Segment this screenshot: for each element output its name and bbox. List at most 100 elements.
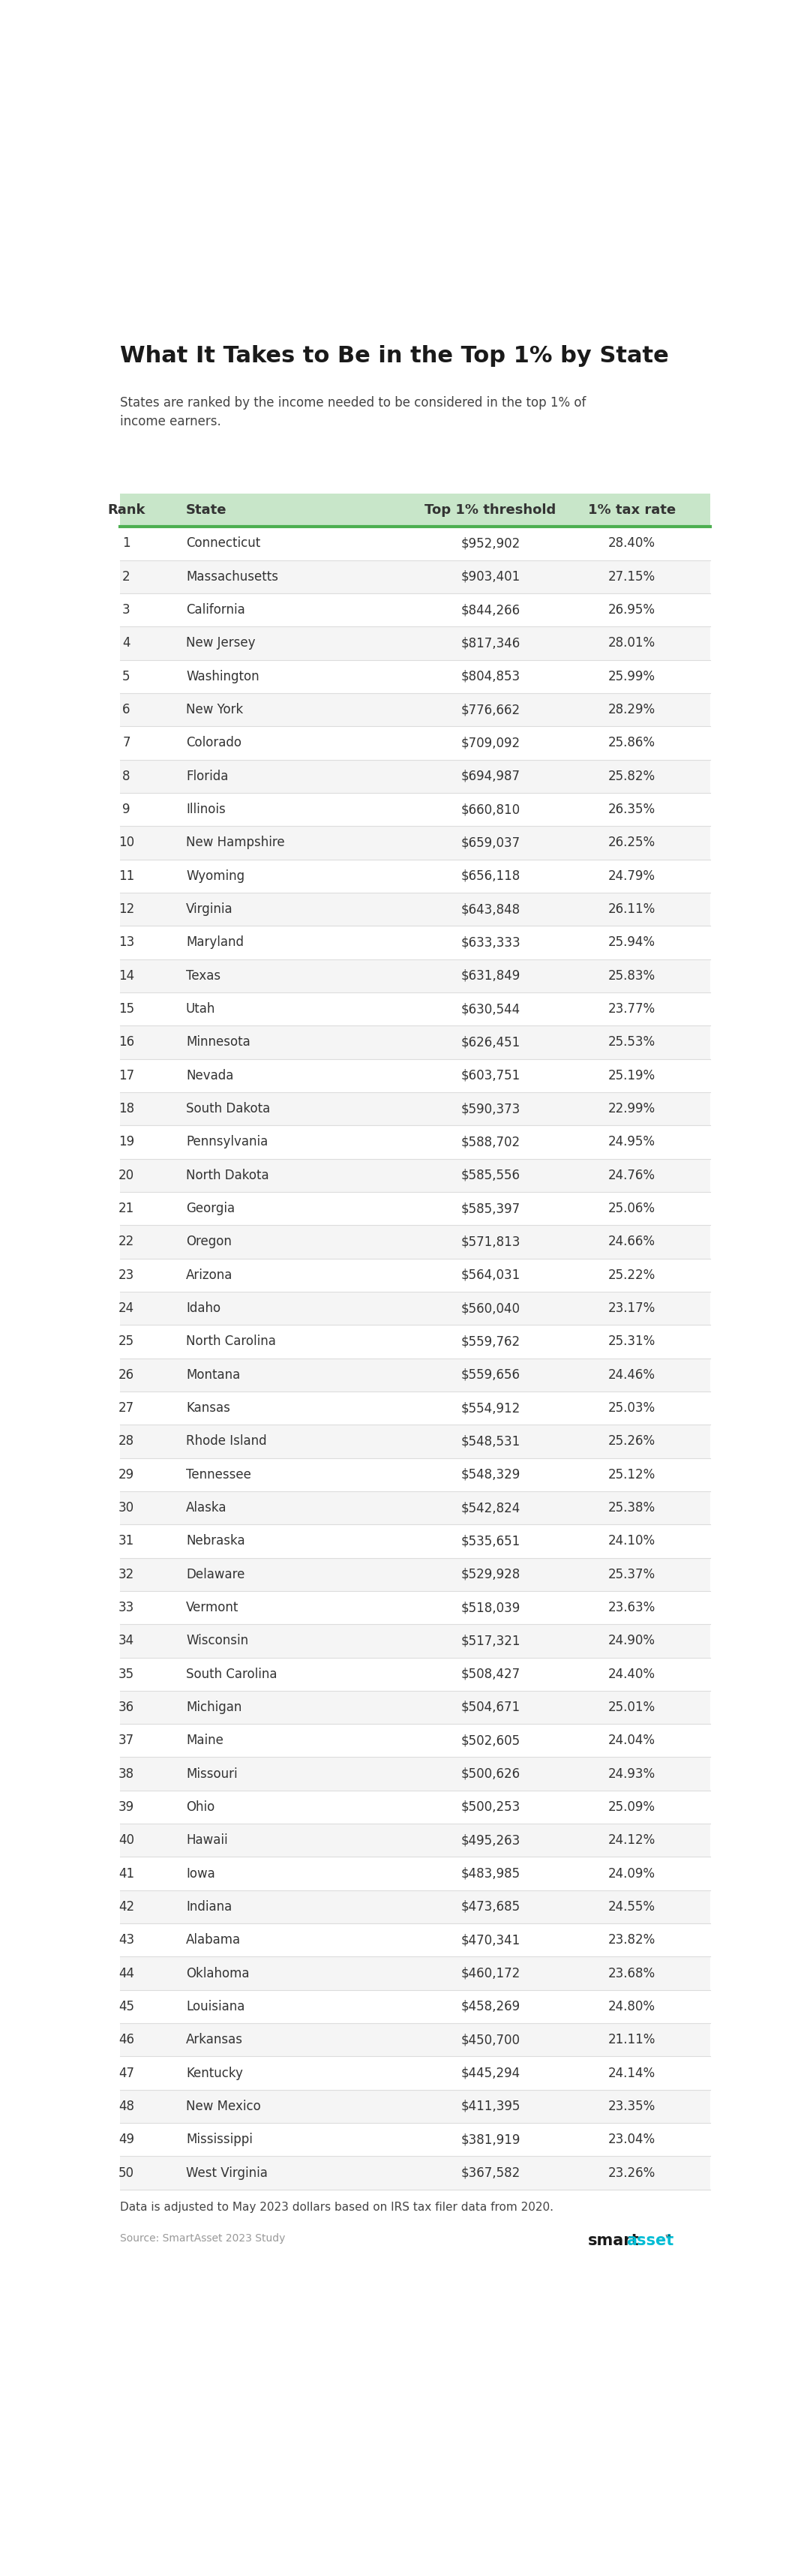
FancyBboxPatch shape <box>120 1059 710 1092</box>
Text: Alaska: Alaska <box>186 1502 227 1515</box>
FancyBboxPatch shape <box>120 1291 710 1324</box>
Text: $643,848: $643,848 <box>461 902 520 917</box>
Text: 39: 39 <box>118 1801 134 1814</box>
Text: 3: 3 <box>122 603 130 616</box>
FancyBboxPatch shape <box>120 1226 710 1260</box>
Text: Washington: Washington <box>186 670 259 683</box>
Text: Kansas: Kansas <box>186 1401 230 1414</box>
Text: 27: 27 <box>118 1401 134 1414</box>
Text: $659,037: $659,037 <box>461 837 520 850</box>
FancyBboxPatch shape <box>120 528 710 559</box>
Text: Nevada: Nevada <box>186 1069 233 1082</box>
Text: $460,172: $460,172 <box>461 1965 520 1981</box>
Text: $660,810: $660,810 <box>461 804 520 817</box>
FancyBboxPatch shape <box>120 1025 710 1059</box>
Text: 22.99%: 22.99% <box>608 1103 655 1115</box>
Text: 20: 20 <box>118 1170 134 1182</box>
FancyBboxPatch shape <box>120 1525 710 1558</box>
Text: ™: ™ <box>664 2233 671 2241</box>
FancyBboxPatch shape <box>120 1891 710 1924</box>
Text: 17: 17 <box>118 1069 134 1082</box>
Text: 25.19%: 25.19% <box>608 1069 655 1082</box>
Text: $903,401: $903,401 <box>461 569 520 585</box>
Text: Utah: Utah <box>186 1002 215 1015</box>
Text: Missouri: Missouri <box>186 1767 237 1780</box>
FancyBboxPatch shape <box>120 726 710 760</box>
Text: 23.77%: 23.77% <box>608 1002 655 1015</box>
Text: Hawaii: Hawaii <box>186 1834 228 1847</box>
Text: $518,039: $518,039 <box>461 1600 520 1615</box>
FancyBboxPatch shape <box>120 626 710 659</box>
FancyBboxPatch shape <box>120 1358 710 1391</box>
Text: Oklahoma: Oklahoma <box>186 1965 249 1981</box>
Text: Rhode Island: Rhode Island <box>186 1435 266 1448</box>
FancyBboxPatch shape <box>120 1592 710 1625</box>
Text: 24.90%: 24.90% <box>608 1633 655 1649</box>
FancyBboxPatch shape <box>120 2123 710 2156</box>
Text: 12: 12 <box>118 902 134 917</box>
Text: 23.63%: 23.63% <box>608 1600 655 1615</box>
Text: $502,605: $502,605 <box>461 1734 520 1747</box>
FancyBboxPatch shape <box>120 1092 710 1126</box>
Text: 25: 25 <box>118 1334 134 1347</box>
Text: 26.95%: 26.95% <box>608 603 655 616</box>
Text: 25.94%: 25.94% <box>608 935 655 948</box>
FancyBboxPatch shape <box>120 1492 710 1525</box>
Text: $508,427: $508,427 <box>461 1667 520 1680</box>
Text: Top 1% threshold: Top 1% threshold <box>424 502 556 518</box>
Text: $535,651: $535,651 <box>461 1535 520 1548</box>
Text: Alabama: Alabama <box>186 1935 241 1947</box>
Text: Louisiana: Louisiana <box>186 1999 245 2014</box>
Text: 24.76%: 24.76% <box>608 1170 655 1182</box>
Text: South Carolina: South Carolina <box>186 1667 277 1680</box>
Text: 25.06%: 25.06% <box>608 1203 655 1216</box>
Text: 1% tax rate: 1% tax rate <box>588 502 676 518</box>
Text: 21.11%: 21.11% <box>608 2032 655 2045</box>
Text: 25.26%: 25.26% <box>608 1435 655 1448</box>
Text: 24.09%: 24.09% <box>608 1868 655 1880</box>
Text: Mississippi: Mississippi <box>186 2133 253 2146</box>
Text: Arizona: Arizona <box>186 1267 232 1283</box>
FancyBboxPatch shape <box>120 1656 710 1690</box>
Text: 18: 18 <box>118 1103 134 1115</box>
Text: Maine: Maine <box>186 1734 224 1747</box>
Text: 24.14%: 24.14% <box>608 2066 655 2079</box>
Text: Data is adjusted to May 2023 dollars based on IRS tax filer data from 2020.: Data is adjusted to May 2023 dollars bas… <box>120 2202 553 2213</box>
Text: Connecticut: Connecticut <box>186 536 261 551</box>
Text: 14: 14 <box>118 969 134 981</box>
Text: 36: 36 <box>118 1700 134 1713</box>
Text: 21: 21 <box>118 1203 134 1216</box>
Text: 27.15%: 27.15% <box>608 569 655 585</box>
Text: 50: 50 <box>118 2166 134 2179</box>
Text: Wyoming: Wyoming <box>186 868 245 884</box>
Text: $517,321: $517,321 <box>461 1633 520 1649</box>
Text: 15: 15 <box>118 1002 134 1015</box>
Text: 19: 19 <box>118 1136 134 1149</box>
Text: Source: SmartAsset 2023 Study: Source: SmartAsset 2023 Study <box>120 2233 285 2244</box>
Text: $817,346: $817,346 <box>461 636 520 649</box>
FancyBboxPatch shape <box>120 1991 710 2022</box>
Text: 25.82%: 25.82% <box>608 770 655 783</box>
Text: Arkansas: Arkansas <box>186 2032 243 2045</box>
FancyBboxPatch shape <box>120 925 710 958</box>
Text: 24.55%: 24.55% <box>608 1901 655 1914</box>
Text: $548,329: $548,329 <box>461 1468 520 1481</box>
Text: 35: 35 <box>118 1667 134 1680</box>
Text: California: California <box>186 603 245 616</box>
Text: 6: 6 <box>122 703 130 716</box>
Text: 25.03%: 25.03% <box>608 1401 655 1414</box>
Text: 25.09%: 25.09% <box>608 1801 655 1814</box>
Text: 24.12%: 24.12% <box>608 1834 655 1847</box>
Text: New Hampshire: New Hampshire <box>186 837 285 850</box>
Text: Michigan: Michigan <box>186 1700 241 1713</box>
Text: $630,544: $630,544 <box>461 1002 520 1015</box>
Text: $554,912: $554,912 <box>461 1401 520 1414</box>
Text: 25.86%: 25.86% <box>608 737 655 750</box>
Text: 25.31%: 25.31% <box>608 1334 655 1347</box>
Text: 24: 24 <box>118 1301 134 1314</box>
Text: Florida: Florida <box>186 770 228 783</box>
Text: 47: 47 <box>118 2066 134 2079</box>
Text: $694,987: $694,987 <box>461 770 520 783</box>
FancyBboxPatch shape <box>120 559 710 592</box>
Text: Vermont: Vermont <box>186 1600 239 1615</box>
